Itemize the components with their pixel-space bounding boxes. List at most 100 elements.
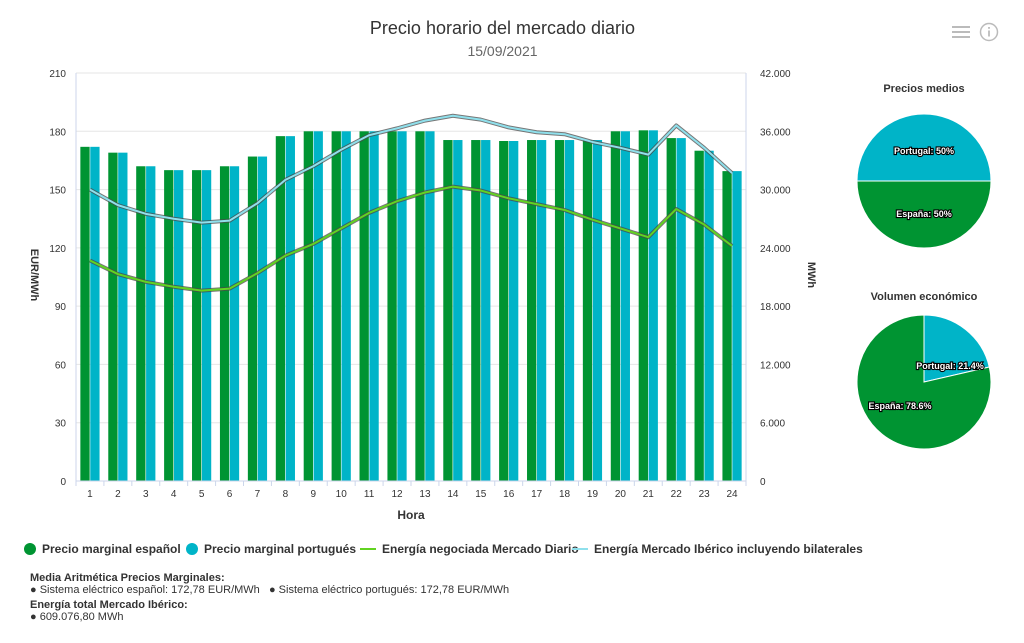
bar-precio-pt <box>564 140 575 481</box>
y-tick-left: 180 <box>49 127 66 138</box>
x-tick-label: 23 <box>699 489 711 500</box>
bar-precio-es <box>331 131 341 482</box>
x-tick-label: 21 <box>643 489 655 500</box>
legend-marker <box>24 543 36 555</box>
bar-precio-pt <box>676 138 686 482</box>
y-tick-left: 120 <box>49 244 66 255</box>
legend-label: Precio marginal español <box>42 542 181 556</box>
legend-marker <box>186 543 198 555</box>
pie-data-label: Portugal: 50% <box>894 146 954 156</box>
x-tick-label: 14 <box>447 489 459 500</box>
bar-precio-es <box>527 140 537 481</box>
x-tick-label: 17 <box>531 489 543 500</box>
y-tick-right: 42.000 <box>760 69 791 80</box>
x-tick-label: 6 <box>227 489 233 500</box>
summary-footer: Media Aritmética Precios Marginales: ● S… <box>30 572 509 623</box>
legend-item-precio-pt[interactable]: Precio marginal portugués <box>186 540 356 558</box>
pie2-title: Volumen económico <box>871 291 978 303</box>
bar-precio-es <box>192 170 202 481</box>
bar-precio-es <box>108 152 118 481</box>
y-tick-right: 18.000 <box>760 302 791 313</box>
bar-precio-es <box>499 141 509 481</box>
legend-label: Precio marginal portugués <box>204 542 357 556</box>
bar-precio-es <box>722 171 732 481</box>
bar-precio-pt <box>369 131 379 482</box>
x-tick-label: 24 <box>726 489 738 500</box>
line-energia-iberico <box>89 114 733 224</box>
bar-precio-pt <box>732 171 742 481</box>
bar-precio-pt <box>201 170 212 481</box>
bar-precio-es <box>219 166 230 481</box>
x-tick-label: 4 <box>171 489 177 500</box>
bar-precio-es <box>443 140 453 481</box>
precios-medios-pie: Portugal: 50% España: 50% <box>856 113 992 249</box>
bar-precio-es <box>275 136 286 481</box>
info-icon[interactable] <box>979 22 999 42</box>
chart-legend: Precio marginal español Precio marginal … <box>24 540 1004 558</box>
bar-precio-pt <box>90 146 100 482</box>
x-tick-label: 13 <box>419 489 431 500</box>
y-tick-right: 24.000 <box>760 244 791 255</box>
y-tick-left: 0 <box>60 477 66 488</box>
hamburger-menu-icon[interactable] <box>952 24 970 40</box>
y-tick-left: 210 <box>49 69 66 80</box>
bar-precio-es <box>415 131 425 482</box>
bar-precio-es <box>359 131 369 482</box>
media-title: Media Aritmética Precios Marginales: <box>30 572 225 584</box>
y-tick-left: 30 <box>55 419 67 430</box>
bar-precio-pt <box>341 131 351 482</box>
bar-precio-pt <box>536 140 547 481</box>
x-tick-label: 22 <box>671 489 683 500</box>
bar-precio-pt <box>229 166 240 481</box>
y-tick-right: 12.000 <box>760 360 791 371</box>
media-values: ● Sistema eléctrico español: 172,78 EUR/… <box>30 584 509 596</box>
pie-slice <box>923 314 990 383</box>
pie-slice <box>856 314 992 450</box>
x-tick-label: 1 <box>87 489 93 500</box>
bar-precio-es <box>554 140 565 481</box>
bar-precio-pt <box>481 140 491 481</box>
media-pt: ● Sistema eléctrico portugués: 172,78 EU… <box>268 584 510 596</box>
x-tick-label: 15 <box>475 489 487 500</box>
bar-precio-es <box>666 138 676 482</box>
x-tick-label: 3 <box>143 489 149 500</box>
legend-item-energia-iberico[interactable]: Energía Mercado Ibérico incluyendo bilat… <box>572 540 863 558</box>
x-tick-label: 11 <box>364 489 375 500</box>
bar-precio-es <box>164 170 174 481</box>
x-tick-label: 10 <box>336 489 348 500</box>
legend-marker <box>360 548 376 550</box>
energia-value: ● 609.076,80 MWh <box>30 611 124 623</box>
bar-precio-es <box>303 131 313 482</box>
bar-precio-pt <box>620 131 630 482</box>
legend-label: Energía negociada Mercado Diario <box>382 542 579 556</box>
bar-precio-es <box>582 140 593 481</box>
bar-precio-es <box>387 131 397 482</box>
bar-precio-pt <box>285 136 295 481</box>
legend-item-energia-diario[interactable]: Energía negociada Mercado Diario <box>360 540 579 558</box>
pie1-title: Precios medios <box>883 83 964 95</box>
media-es: ● Sistema eléctrico español: 172,78 EUR/… <box>30 584 260 596</box>
energy-lines <box>88 113 734 293</box>
legend-label: Energía Mercado Ibérico incluyendo bilat… <box>594 542 863 556</box>
x-tick-label: 9 <box>311 489 317 500</box>
x-tick-label: 16 <box>503 489 515 500</box>
bar-precio-es <box>80 146 90 482</box>
bar-precio-es <box>694 150 704 481</box>
line-energia-diario <box>89 185 733 292</box>
pie-data-label: España: 78.6% <box>868 401 931 411</box>
x-tick-label: 12 <box>391 489 403 500</box>
pie-data-label: España: 50% <box>896 209 952 219</box>
x-tick-label: 8 <box>283 489 289 500</box>
bar-precio-pt <box>174 170 184 481</box>
line-energia-diario-shadow <box>89 184 734 293</box>
x-tick-label: 19 <box>587 489 599 500</box>
bar-precio-pt <box>648 130 658 482</box>
chart-title: Precio horario del mercado diario <box>369 18 636 38</box>
y-tick-left: 90 <box>55 302 67 313</box>
bar-precio-pt <box>257 156 268 482</box>
volumen-economico-pie: Portugal: 21.4% España: 78.6% <box>856 314 992 450</box>
legend-item-precio-es[interactable]: Precio marginal español <box>24 540 181 558</box>
x-tick-label: 20 <box>615 489 627 500</box>
